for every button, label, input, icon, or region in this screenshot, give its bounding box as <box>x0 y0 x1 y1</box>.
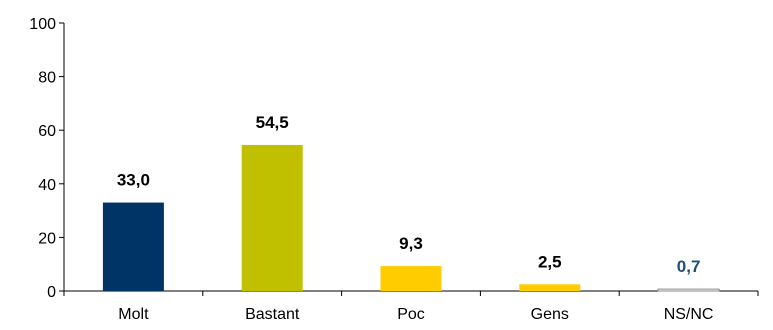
y-tick-label: 20 <box>38 230 56 247</box>
bar-poc <box>380 266 442 291</box>
y-tick-label: 0 <box>47 284 56 301</box>
data-label: 33,0 <box>117 171 150 190</box>
data-label: 2,5 <box>538 252 562 271</box>
bars-group <box>102 144 720 292</box>
category-label: Poc <box>397 306 425 323</box>
bar-bastant <box>241 144 303 291</box>
bar-molt <box>102 202 164 291</box>
x-axis-ticks <box>63 291 759 296</box>
value-labels-group: 33,0 54,5 9,3 2,5 0,7 <box>117 113 701 276</box>
category-labels-group: Molt Bastant Poc Gens NS/NC <box>118 306 713 323</box>
category-label: Bastant <box>245 306 300 323</box>
y-tick-label: 100 <box>29 16 56 33</box>
category-label: Molt <box>118 306 149 323</box>
bar-gens <box>519 284 581 291</box>
data-label: 9,3 <box>399 234 423 253</box>
y-tick-label: 40 <box>38 177 56 194</box>
data-label: 0,7 <box>677 257 701 276</box>
data-label: 54,5 <box>256 113 289 132</box>
y-tick-label: 80 <box>38 70 56 87</box>
y-axis-ticks: 0 20 40 60 80 100 <box>29 16 64 301</box>
category-label: Gens <box>531 306 569 323</box>
bar-ns-nc <box>657 288 720 292</box>
y-tick-label: 60 <box>38 123 56 140</box>
category-label: NS/NC <box>664 306 714 323</box>
